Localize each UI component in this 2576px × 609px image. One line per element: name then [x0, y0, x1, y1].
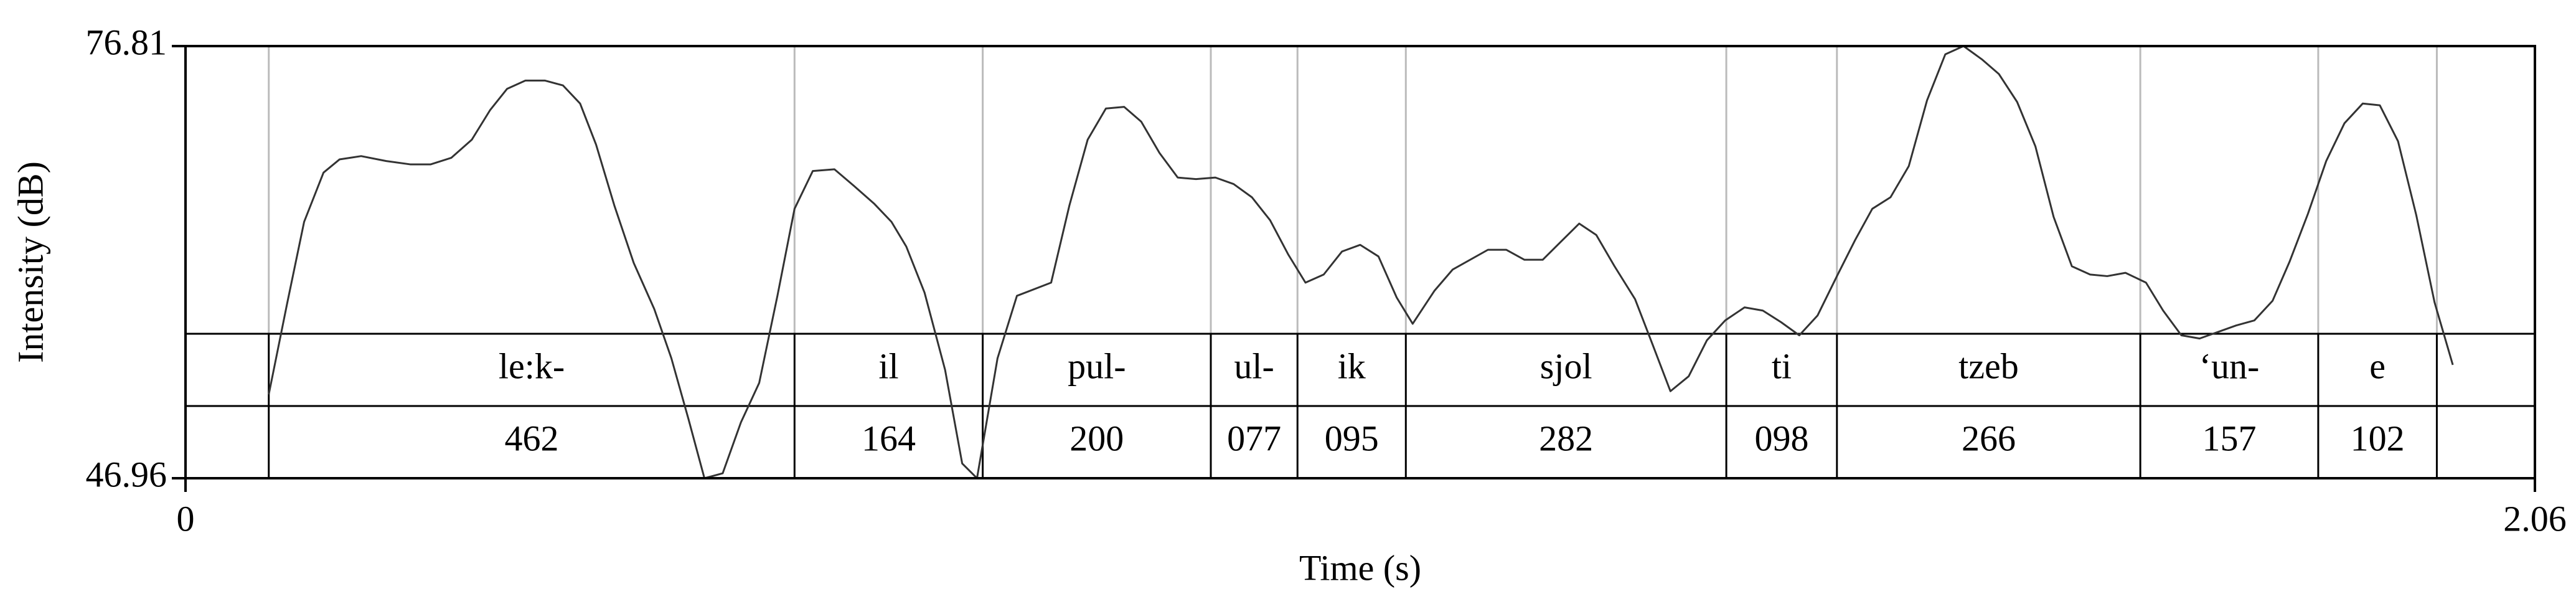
- interval-duration: 077: [1227, 418, 1281, 458]
- interval-label: sjol: [1540, 346, 1592, 386]
- interval-duration: 098: [1754, 418, 1808, 458]
- interval-duration: 266: [1962, 418, 2016, 458]
- plot-frame: [184, 45, 2536, 479]
- y-axis-label: Intensity (dB): [10, 161, 50, 363]
- x-tick-label: 0: [177, 498, 195, 539]
- interval-duration: 282: [1539, 418, 1593, 458]
- interval-duration: 102: [2351, 418, 2405, 458]
- y-tick-label: 46.96: [86, 454, 167, 494]
- interval-label: ‘un-: [2199, 346, 2260, 386]
- interval-duration: 095: [1325, 418, 1379, 458]
- interval-label: e: [2369, 346, 2386, 386]
- intensity-curve: [268, 45, 2454, 479]
- interval-duration: 200: [1069, 418, 1124, 458]
- interval-duration: 157: [2202, 418, 2257, 458]
- interval-label: il: [878, 346, 898, 386]
- interval-label: ul-: [1234, 346, 1274, 386]
- interval-duration: 164: [862, 418, 916, 458]
- interval-label: ti: [1772, 346, 1792, 386]
- interval-label: pul-: [1068, 346, 1126, 386]
- x-tick-label: 2.06: [2503, 498, 2567, 539]
- y-tick-label: 76.81: [86, 22, 167, 62]
- interval-label: ik: [1338, 346, 1366, 386]
- interval-label: le:k-: [499, 346, 565, 386]
- interval-duration: 462: [505, 418, 559, 458]
- x-axis-label: Time (s): [1299, 547, 1421, 588]
- interval-label: tzeb: [1958, 346, 2019, 386]
